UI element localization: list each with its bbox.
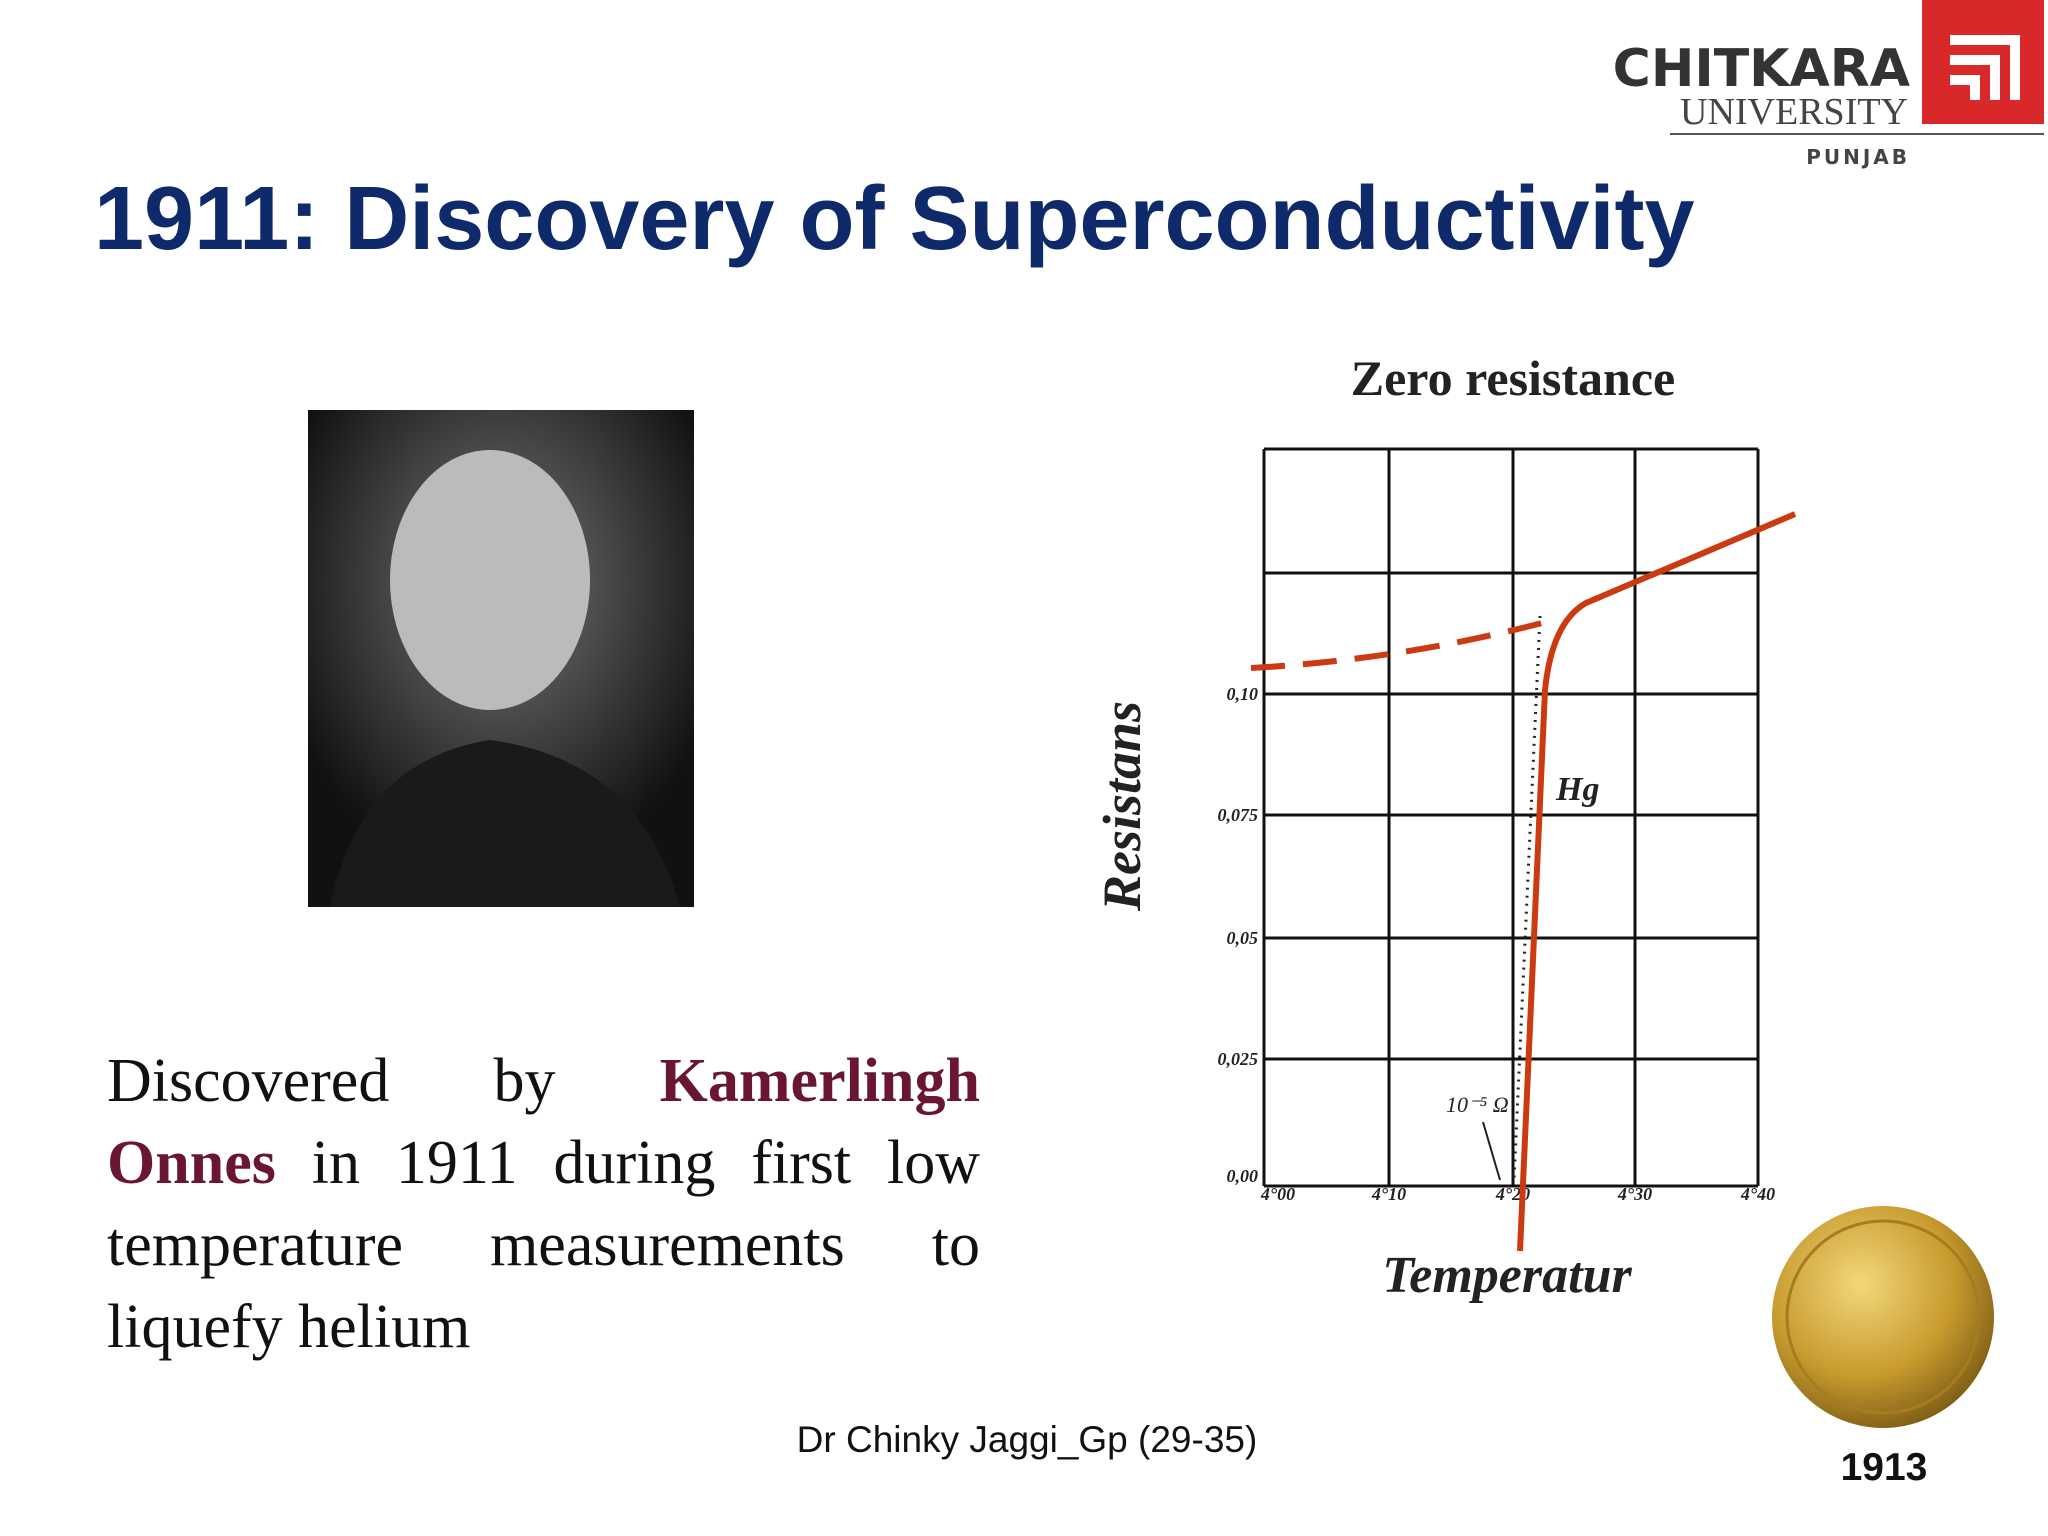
logo-icon: [1950, 35, 2020, 100]
x-tick-label: 4°00: [1260, 1184, 1295, 1204]
logo-region: PUNJAB: [1806, 145, 1910, 169]
y-axis-label: Resistans: [1092, 701, 1152, 912]
y-tick-label: 0,05: [1227, 928, 1259, 948]
x-tick-label: 4°10: [1371, 1184, 1406, 1204]
y-tick-label: 0,10: [1227, 684, 1259, 704]
x-tick-label: 4°30: [1617, 1184, 1652, 1204]
y-tick-label: 0,075: [1218, 805, 1259, 825]
nobel-medal: [1772, 1206, 1994, 1428]
slide-title: 1911: Discovery of Superconductivity: [94, 169, 1695, 269]
portrait-suit: [330, 740, 680, 907]
x-tick-label: 4°40: [1740, 1184, 1775, 1204]
y-tick-label: 0,00: [1227, 1166, 1259, 1186]
footer: Dr Chinky Jaggi_Gp (29-35): [797, 1419, 1258, 1460]
body-text: Discovered by Kamerlingh Onnes in 1911 d…: [107, 1040, 980, 1368]
x-axis-label: Temperatur: [1382, 1247, 1632, 1304]
portrait-face: [390, 450, 590, 710]
normal-state-curve: [1250, 619, 1547, 671]
medal-year: 1913: [1841, 1446, 1928, 1489]
medal-rim: [1785, 1219, 1981, 1415]
resistance-curve: [1517, 511, 1797, 1252]
figure-grid: [1262, 447, 1760, 1188]
logo-name: CHITKARA: [1613, 39, 1910, 99]
logo-sub: UNIVERSITY: [1680, 91, 1908, 133]
y-tick-label: 0,025: [1218, 1049, 1259, 1069]
body-after: in 1911 during first low temperature mea…: [107, 1129, 981, 1361]
figure-title: Zero resistance: [1351, 350, 1675, 406]
body-before: Discovered by: [107, 1047, 556, 1115]
body-highlight: Kamerlingh Onnes: [107, 1047, 980, 1197]
annotation: 10⁻⁵ Ω: [1446, 1092, 1509, 1117]
curve-label: Hg: [1555, 771, 1599, 808]
annotation-arrow: [1482, 1121, 1501, 1181]
